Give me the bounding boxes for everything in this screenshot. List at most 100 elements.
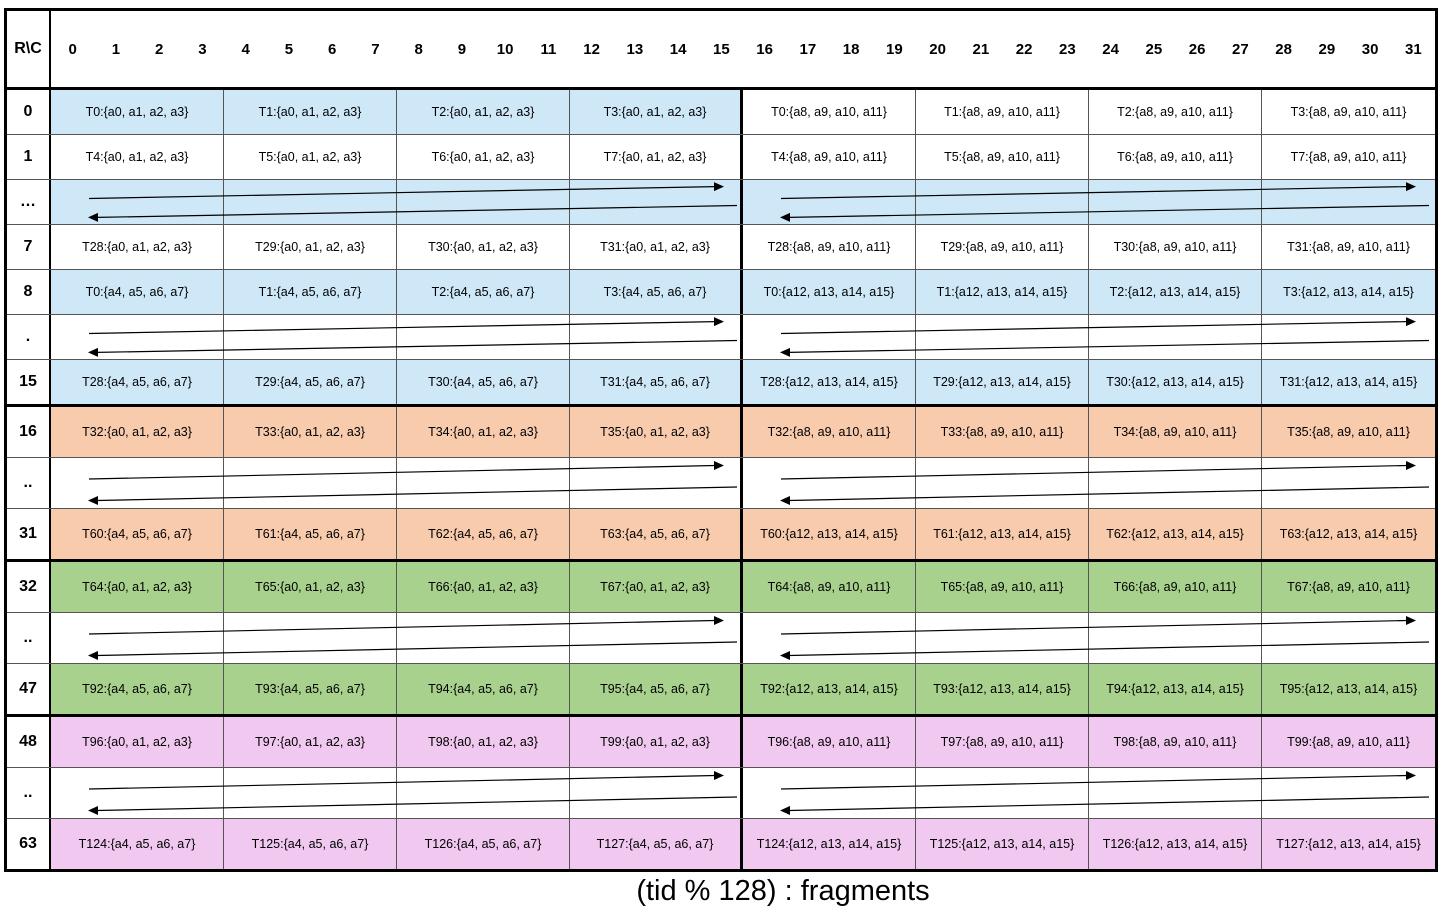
fragment-cell: T60:{a4, a5, a6, a7} (51, 509, 224, 559)
fragment-cell: T3:{a12, a13, a14, a15} (1262, 270, 1435, 314)
row-label: .. (7, 768, 51, 818)
row-label: .. (7, 458, 51, 508)
fragment-cell: T60:{a12, a13, a14, a15} (743, 509, 916, 559)
fragment-cell: T95:{a12, a13, a14, a15} (1262, 664, 1435, 714)
ellipsis-row: .. (7, 768, 1435, 819)
fragment-cell: T94:{a4, a5, a6, a7} (397, 664, 570, 714)
arrow-row-cell (51, 180, 224, 224)
row-label: 8 (7, 270, 51, 314)
fragment-cell: T96:{a8, a9, a10, a11} (743, 717, 916, 767)
column-header: 11 (540, 40, 557, 58)
arrow-row-cell (51, 458, 224, 508)
matrix-row: 8 T0:{a4, a5, a6, a7} T1:{a4, a5, a6, a7} T… (7, 270, 1435, 315)
fragment-cell: T95:{a4, a5, a6, a7} (570, 664, 743, 714)
column-header: 6 (327, 40, 337, 58)
arrow-row-cell (1262, 613, 1435, 663)
fragment-cell: T61:{a12, a13, a14, a15} (916, 509, 1089, 559)
row-label: 1 (7, 135, 51, 179)
fragment-cell: T2:{a12, a13, a14, a15} (1089, 270, 1262, 314)
corner-label: R\C (7, 11, 51, 87)
fragment-cell: T1:{a0, a1, a2, a3} (224, 90, 397, 134)
row-label: .. (7, 613, 51, 663)
fragment-cell: T97:{a8, a9, a10, a11} (916, 717, 1089, 767)
arrow-row-cell (51, 613, 224, 663)
matrix-row: 16 T32:{a0, a1, a2, a3} T33:{a0, a1, a2, a… (7, 407, 1435, 458)
fragment-cell: T92:{a12, a13, a14, a15} (743, 664, 916, 714)
arrow-row-cell (397, 458, 570, 508)
column-header: 14 (669, 40, 687, 58)
column-header: 7 (371, 40, 380, 58)
arrow-row-cell (1089, 458, 1262, 508)
fragment-cell: T97:{a0, a1, a2, a3} (224, 717, 397, 767)
fragment-cell: T127:{a12, a13, a14, a15} (1262, 819, 1435, 869)
fragment-cell: T35:{a0, a1, a2, a3} (570, 407, 743, 457)
fragment-cell: T3:{a8, a9, a10, a11} (1262, 90, 1435, 134)
column-header: 16 (756, 40, 773, 58)
fragment-cell: T29:{a4, a5, a6, a7} (224, 360, 397, 404)
fragment-cell: T29:{a12, a13, a14, a15} (916, 360, 1089, 404)
row-label: 15 (7, 360, 51, 404)
arrow-row-cell (224, 458, 397, 508)
column-header: 29 (1318, 40, 1336, 58)
ellipsis-row: .. (7, 613, 1435, 664)
column-header: 20 (929, 40, 946, 58)
fragment-cell: T65:{a0, a1, a2, a3} (224, 562, 397, 612)
fragment-cell: T6:{a8, a9, a10, a11} (1089, 135, 1262, 179)
matrix-row: 0 T0:{a0, a1, a2, a3} T1:{a0, a1, a2, a3} T… (7, 90, 1435, 135)
arrow-row-cell (1262, 315, 1435, 359)
fragment-cell: T99:{a0, a1, a2, a3} (570, 717, 743, 767)
fragment-cell: T0:{a12, a13, a14, a15} (743, 270, 916, 314)
ellipsis-row: … (7, 180, 1435, 225)
fragment-cell: T0:{a4, a5, a6, a7} (51, 270, 224, 314)
fragment-cell: T33:{a0, a1, a2, a3} (224, 407, 397, 457)
column-header: 18 (842, 40, 860, 58)
arrow-row-cell (397, 180, 570, 224)
column-header: 30 (1361, 40, 1379, 58)
fragment-cell: T64:{a0, a1, a2, a3} (51, 562, 224, 612)
fragment-cell: T61:{a4, a5, a6, a7} (224, 509, 397, 559)
row-label: 0 (7, 90, 51, 134)
fragment-cell: T1:{a8, a9, a10, a11} (916, 90, 1089, 134)
column-header: 5 (284, 40, 294, 58)
matrix-row: 47 T92:{a4, a5, a6, a7} T93:{a4, a5, a6, a… (7, 664, 1435, 717)
row-label: . (7, 315, 51, 359)
fragment-cell: T125:{a12, a13, a14, a15} (916, 819, 1089, 869)
fragment-cell: T34:{a8, a9, a10, a11} (1089, 407, 1262, 457)
matrix-row: 7 T28:{a0, a1, a2, a3} T29:{a0, a1, a2, a3… (7, 225, 1435, 270)
column-header: 4 (241, 40, 250, 58)
arrow-row-cell (397, 315, 570, 359)
fragment-cell: T67:{a8, a9, a10, a11} (1262, 562, 1435, 612)
fragment-cell: T126:{a4, a5, a6, a7} (397, 819, 570, 869)
matrix-row: 63 T124:{a4, a5, a6, a7} T125:{a4, a5, a6,… (7, 819, 1435, 869)
fragment-cell: T4:{a0, a1, a2, a3} (51, 135, 224, 179)
arrow-row-cell (224, 613, 397, 663)
arrow-row-cell (916, 613, 1089, 663)
fragment-cell: T34:{a0, a1, a2, a3} (397, 407, 570, 457)
fragment-cell: T63:{a12, a13, a14, a15} (1262, 509, 1435, 559)
fragment-cell: T98:{a0, a1, a2, a3} (397, 717, 570, 767)
row-label: 47 (7, 664, 51, 714)
arrow-row-cell (397, 613, 570, 663)
fragment-cell: T94:{a12, a13, a14, a15} (1089, 664, 1262, 714)
arrow-row-cell (1089, 613, 1262, 663)
arrow-row-cell (1089, 180, 1262, 224)
fragment-cell: T126:{a12, a13, a14, a15} (1089, 819, 1262, 869)
fragment-cell: T66:{a0, a1, a2, a3} (397, 562, 570, 612)
fragment-cell: T7:{a8, a9, a10, a11} (1262, 135, 1435, 179)
column-header: 22 (1015, 40, 1033, 58)
arrow-row-cell (916, 768, 1089, 818)
fragment-cell: T5:{a8, a9, a10, a11} (916, 135, 1089, 179)
fragment-cell: T31:{a0, a1, a2, a3} (570, 225, 743, 269)
row-label: 32 (7, 562, 51, 612)
fragment-cell: T28:{a4, a5, a6, a7} (51, 360, 224, 404)
column-header: 0 (68, 40, 77, 58)
fragment-cell: T98:{a8, a9, a10, a11} (1089, 717, 1262, 767)
arrow-row-cell (743, 458, 916, 508)
arrow-row-cell (51, 768, 224, 818)
fragment-cell: T7:{a0, a1, a2, a3} (570, 135, 743, 179)
arrow-row-cell (743, 315, 916, 359)
arrow-row-cell (743, 768, 916, 818)
fragment-cell: T2:{a0, a1, a2, a3} (397, 90, 570, 134)
arrow-row-cell (1089, 768, 1262, 818)
